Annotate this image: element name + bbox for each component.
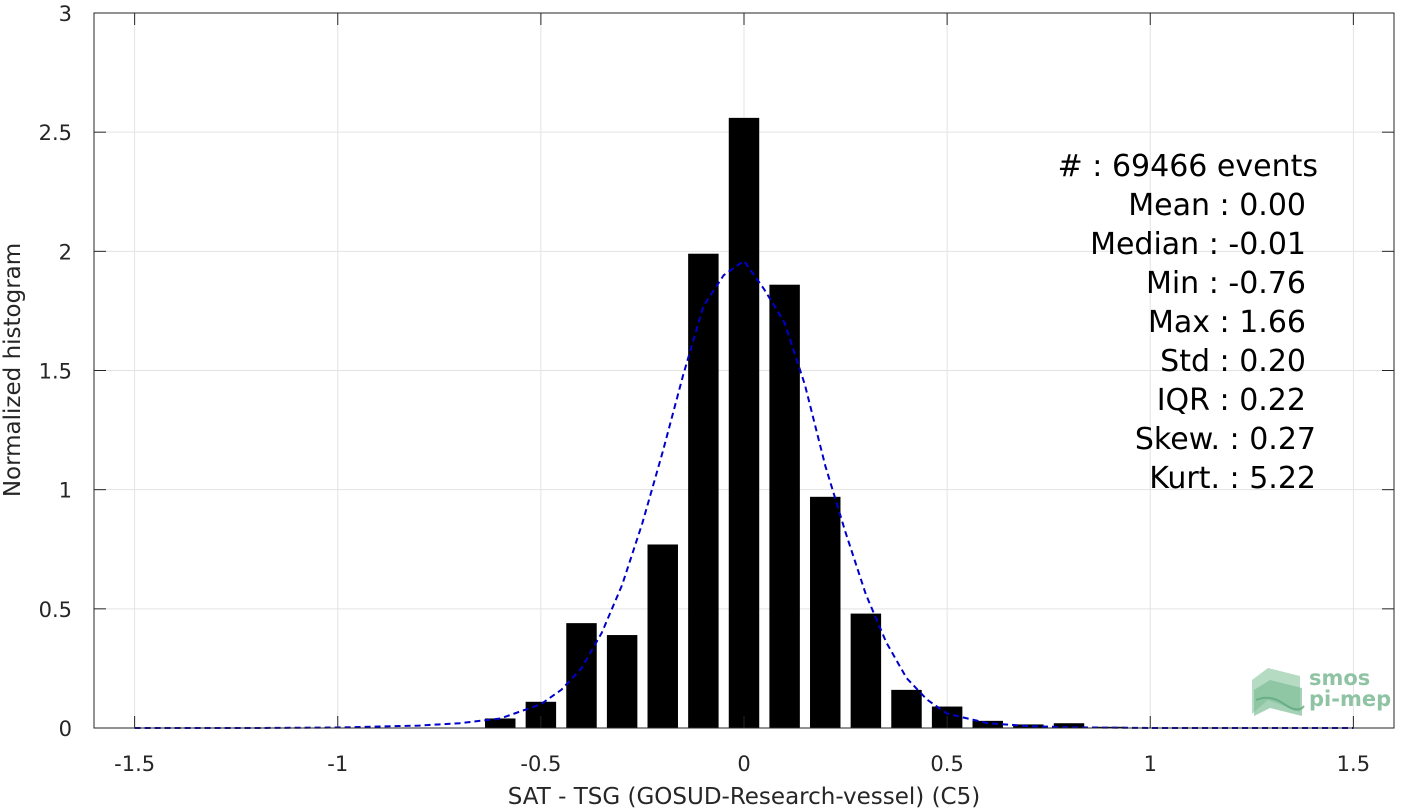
y-tick-label: 2: [59, 240, 72, 264]
histogram-bar: [688, 253, 719, 728]
y-tick-label: 1: [59, 479, 72, 503]
logo-text-pimep: pi-mep: [1309, 687, 1391, 711]
histogram-bar: [566, 623, 597, 728]
histogram-bar: [728, 117, 760, 728]
stat-std: Std : 0.20: [1160, 344, 1306, 379]
histogram-bars: [485, 117, 1125, 728]
axis-ticks: -1.5 -1 -0.5 0 0.5 1 1.5 0 0.5 1 1.5 2 2.5 3: [39, 2, 1394, 776]
stat-min: Min : -0.76: [1146, 266, 1306, 301]
fit-curve-line: [134, 259, 1354, 729]
histogram-bar: [850, 613, 882, 728]
stat-max: Max : 1.66: [1148, 305, 1306, 340]
y-tick-label: 0.5: [39, 598, 72, 622]
histogram-bar: [891, 689, 922, 728]
histogram-bar: [810, 496, 841, 728]
histogram-bar: [485, 718, 516, 728]
histogram-bar: [1053, 723, 1085, 728]
logo-mark-icon: [1252, 668, 1305, 716]
logo-text-smos: smos: [1309, 666, 1370, 690]
histogram-bar: [1013, 724, 1044, 728]
stat-mean: Mean : 0.00: [1128, 188, 1306, 223]
stat-skew: Skew. : 0.27: [1135, 422, 1316, 457]
fit-curve-layer: [134, 259, 1354, 729]
x-axis-label: SAT - TSG (GOSUD-Research-vessel) (C5): [508, 784, 980, 809]
histogram-bar: [606, 635, 638, 728]
histogram-bar: [1094, 726, 1125, 728]
stat-median: Median : -0.01: [1090, 227, 1306, 262]
x-tick-label: -0.5: [520, 752, 561, 776]
x-tick-label: 0: [737, 752, 750, 776]
histogram-bar: [769, 284, 800, 728]
y-tick-label: 2.5: [39, 121, 72, 145]
y-tick-label: 0: [59, 717, 72, 741]
stat-iqr: IQR : 0.22: [1157, 383, 1306, 418]
histogram-bar: [972, 720, 1003, 728]
smos-pi-mep-logo: smos pi-mep: [1252, 666, 1391, 716]
x-tick-label: 1: [1144, 752, 1157, 776]
statistics-annotation: # : 69466 events Mean : 0.00 Median : -0…: [1058, 149, 1318, 496]
x-tick-label: -1.5: [114, 752, 155, 776]
histogram-bar: [647, 544, 678, 728]
x-tick-label: -1: [327, 752, 348, 776]
y-tick-label: 3: [59, 2, 72, 26]
x-tick-label: 0.5: [930, 752, 963, 776]
stat-kurt: Kurt. : 5.22: [1149, 461, 1316, 496]
y-axis-label: Normalized histogram: [0, 243, 26, 497]
y-tick-label: 1.5: [39, 360, 72, 384]
stat-events: # : 69466 events: [1058, 149, 1318, 184]
x-tick-label: 1.5: [1337, 752, 1370, 776]
